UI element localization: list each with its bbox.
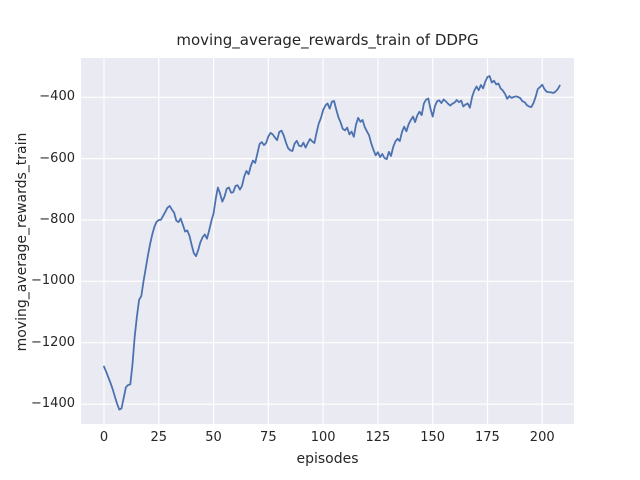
x-tick-label: 0 [99,430,109,445]
y-tick-label: −1000 [31,273,75,289]
x-tick-label: 150 [420,430,446,445]
x-axis-label: episodes [296,451,359,467]
x-tick-label: 125 [365,430,391,445]
chart-title: moving_average_rewards_train of DDPG [176,31,479,49]
y-tick-label: −1200 [31,334,75,350]
y-tick-label: −1400 [31,396,75,412]
x-tick-label: 75 [260,430,277,445]
x-tick-label: 25 [150,430,168,445]
x-tick-label: 175 [475,430,500,445]
plot-area [81,58,574,424]
y-tick-label: −800 [39,211,75,227]
y-tick-label: −400 [39,89,75,105]
x-tick-label: 50 [205,430,222,445]
y-tick-label: −600 [39,150,75,166]
x-tick-label: 200 [529,430,555,445]
x-tick-label: 100 [310,430,336,445]
line-chart-svg [81,58,574,424]
